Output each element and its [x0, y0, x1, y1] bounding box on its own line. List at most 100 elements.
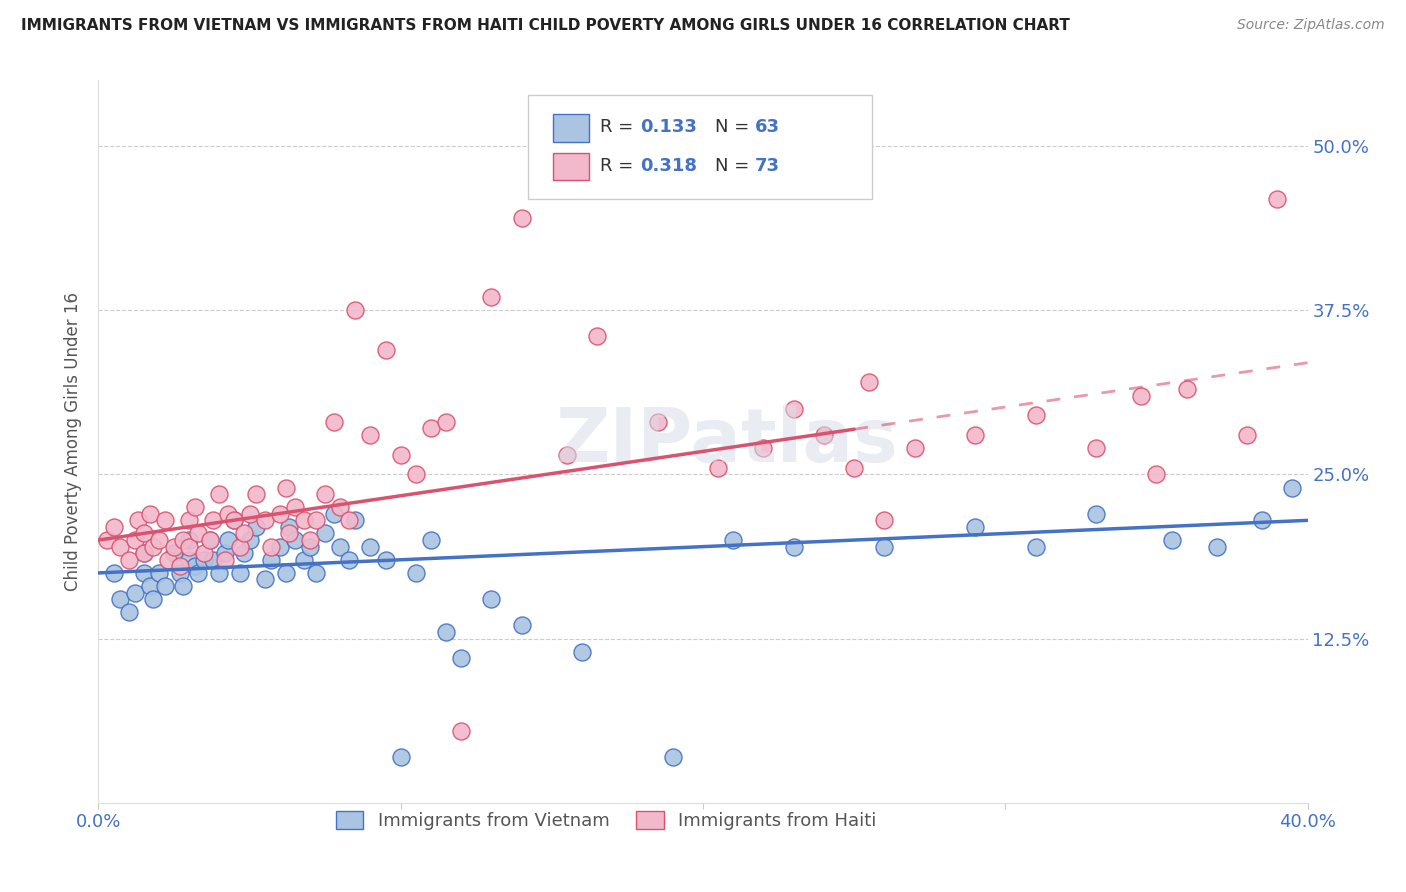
Point — [314, 487, 336, 501]
Point — [193, 546, 215, 560]
Point — [169, 566, 191, 580]
Text: 63: 63 — [755, 119, 780, 136]
Point — [108, 540, 131, 554]
Point — [148, 533, 170, 547]
Point — [586, 329, 609, 343]
Point — [118, 605, 141, 619]
Point — [707, 460, 730, 475]
Text: 0.318: 0.318 — [640, 156, 697, 175]
Point — [142, 540, 165, 554]
Point — [405, 566, 427, 580]
Point — [1281, 481, 1303, 495]
Point — [179, 553, 201, 567]
Point — [200, 533, 222, 547]
Point — [723, 533, 745, 547]
Point — [217, 507, 239, 521]
Point — [214, 546, 236, 560]
Point — [224, 513, 246, 527]
Point — [229, 540, 252, 554]
Point — [200, 533, 222, 547]
Point — [1267, 192, 1289, 206]
Point — [245, 520, 267, 534]
Point — [323, 507, 346, 521]
Point — [1085, 507, 1108, 521]
Text: R =: R = — [600, 119, 640, 136]
Point — [277, 526, 299, 541]
Point — [374, 553, 396, 567]
Point — [481, 290, 503, 304]
Point — [229, 566, 252, 580]
Point — [253, 513, 276, 527]
Point — [420, 421, 443, 435]
Point — [169, 559, 191, 574]
Text: R =: R = — [600, 156, 640, 175]
FancyBboxPatch shape — [553, 153, 589, 180]
Point — [813, 428, 835, 442]
Point — [1206, 540, 1229, 554]
Point — [344, 303, 367, 318]
Point — [132, 546, 155, 560]
Point — [245, 487, 267, 501]
Point — [292, 513, 315, 527]
Point — [858, 376, 880, 390]
Point — [1024, 409, 1046, 423]
Point — [139, 579, 162, 593]
Point — [139, 507, 162, 521]
Point — [184, 500, 207, 515]
Point — [103, 520, 125, 534]
Point — [965, 428, 987, 442]
Point — [202, 513, 225, 527]
Point — [208, 487, 231, 501]
Point — [314, 526, 336, 541]
Point — [965, 520, 987, 534]
Point — [434, 625, 457, 640]
Point — [752, 441, 775, 455]
Point — [239, 533, 262, 547]
Point — [148, 566, 170, 580]
Point — [232, 546, 254, 560]
Point — [274, 481, 297, 495]
Text: ZIPatlas: ZIPatlas — [555, 405, 898, 478]
Point — [284, 533, 307, 547]
Point — [1085, 441, 1108, 455]
Point — [132, 566, 155, 580]
Point — [360, 540, 382, 554]
Point — [1251, 513, 1274, 527]
Point — [239, 507, 262, 521]
Point — [1175, 382, 1198, 396]
Point — [208, 566, 231, 580]
Point — [292, 553, 315, 567]
Point — [124, 533, 146, 547]
Point — [337, 553, 360, 567]
Point — [172, 533, 194, 547]
Point — [132, 546, 155, 560]
Point — [305, 566, 328, 580]
Point — [510, 211, 533, 226]
Point — [277, 520, 299, 534]
Y-axis label: Child Poverty Among Girls Under 16: Child Poverty Among Girls Under 16 — [65, 292, 83, 591]
Point — [118, 553, 141, 567]
Point — [232, 526, 254, 541]
Point — [299, 533, 322, 547]
Point — [783, 540, 806, 554]
Point — [163, 546, 186, 560]
Point — [1144, 467, 1167, 482]
Point — [108, 592, 131, 607]
Text: 73: 73 — [755, 156, 780, 175]
Point — [450, 723, 472, 738]
Point — [187, 526, 209, 541]
Point — [124, 585, 146, 599]
Point — [873, 513, 896, 527]
Point — [510, 618, 533, 632]
Point — [274, 566, 297, 580]
Point — [1236, 428, 1258, 442]
Point — [661, 749, 683, 764]
Point — [555, 448, 578, 462]
Text: N =: N = — [716, 156, 755, 175]
Point — [253, 573, 276, 587]
Text: IMMIGRANTS FROM VIETNAM VS IMMIGRANTS FROM HAITI CHILD POVERTY AMONG GIRLS UNDER: IMMIGRANTS FROM VIETNAM VS IMMIGRANTS FR… — [21, 18, 1070, 33]
Point — [96, 533, 118, 547]
Point — [179, 513, 201, 527]
FancyBboxPatch shape — [553, 114, 589, 142]
Point — [1130, 388, 1153, 402]
